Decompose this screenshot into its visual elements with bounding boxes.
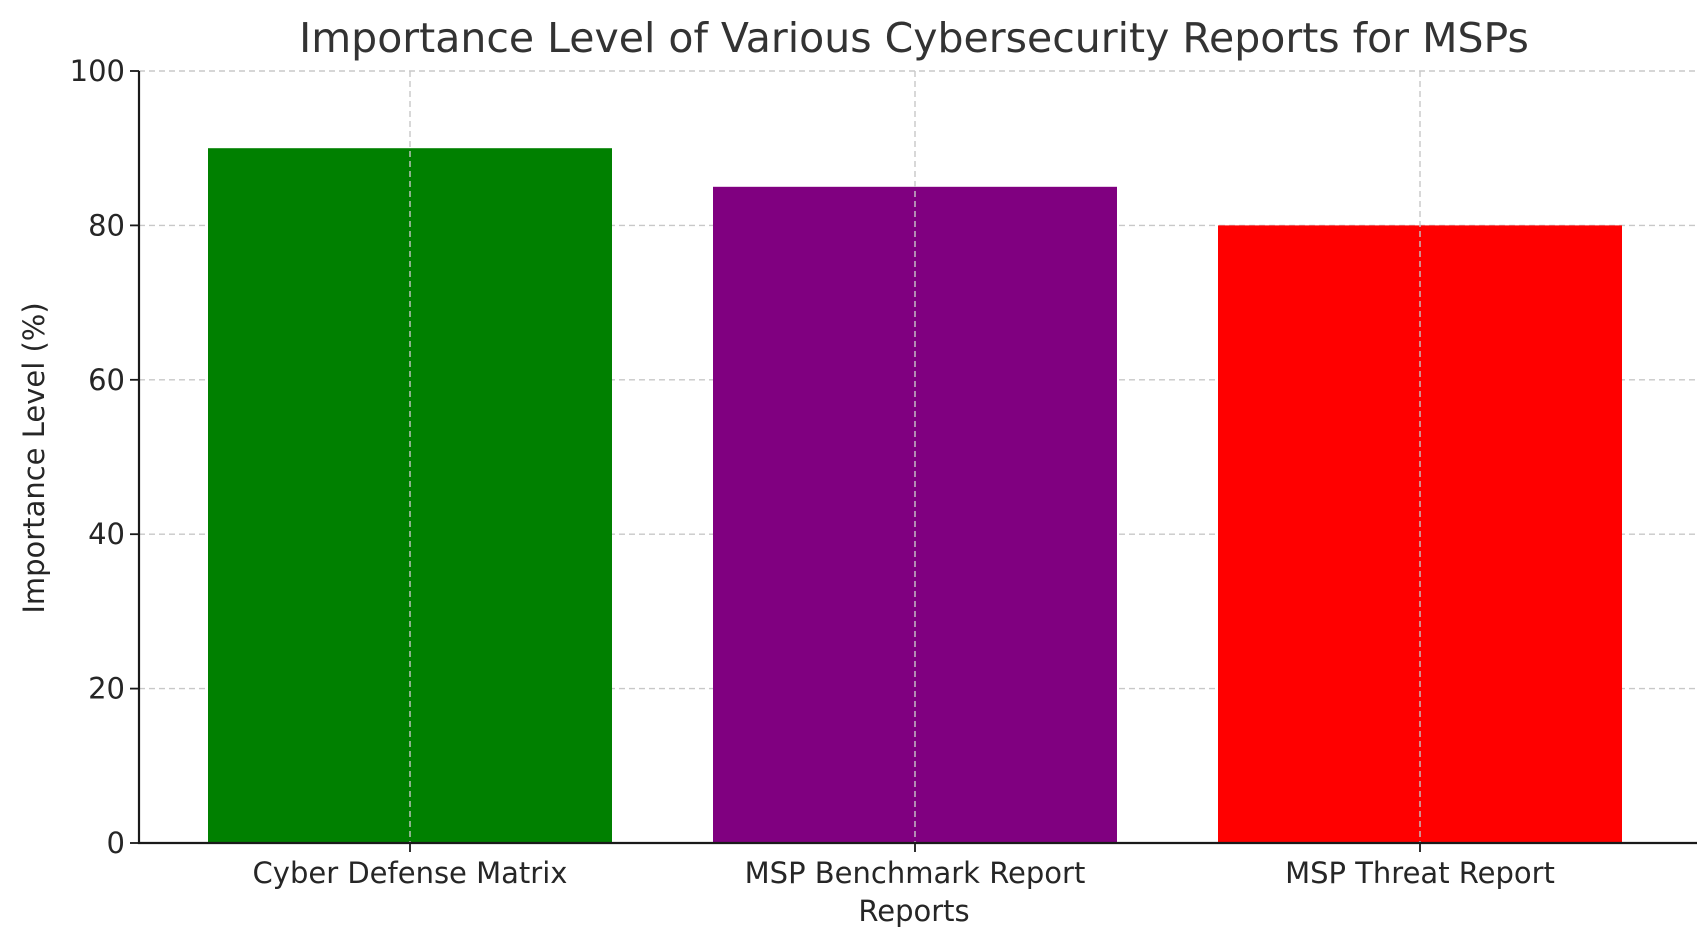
x-tick-label: Cyber Defense Matrix [253, 856, 568, 890]
y-tick-label: 20 [88, 672, 125, 706]
y-tick-label: 80 [88, 208, 125, 242]
y-tick-label: 100 [70, 54, 125, 88]
y-axis-ticks: 0 20 40 60 80 100 [70, 54, 139, 860]
y-tick-label: 40 [88, 517, 125, 551]
x-tick-label: MSP Benchmark Report [745, 856, 1086, 890]
x-tick-label: MSP Threat Report [1285, 856, 1555, 890]
y-axis-label: Importance Level (%) [17, 302, 51, 613]
y-tick-label: 60 [88, 363, 125, 397]
chart-title: Importance Level of Various Cybersecurit… [299, 14, 1529, 62]
x-axis-ticks: Cyber Defense Matrix MSP Benchmark Report… [253, 843, 1555, 890]
vertical-gridlines [409, 71, 1421, 843]
y-tick-label: 0 [107, 826, 125, 860]
x-axis-label: Reports [858, 894, 969, 928]
